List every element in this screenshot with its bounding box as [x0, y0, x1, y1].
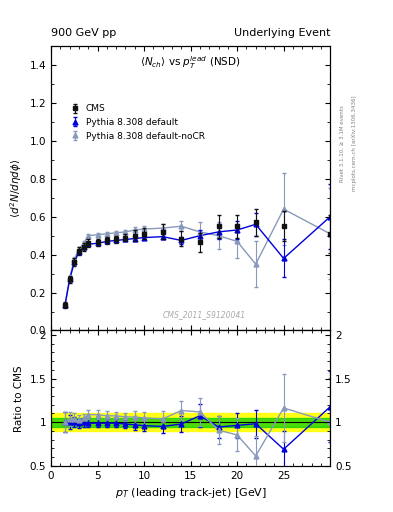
Y-axis label: $\langle d^{2} N/d\eta d\phi \rangle$: $\langle d^{2} N/d\eta d\phi \rangle$: [8, 159, 24, 218]
X-axis label: $p_T$ (leading track-jet) [GeV]: $p_T$ (leading track-jet) [GeV]: [115, 486, 266, 500]
Text: mcplots.cern.ch [arXiv:1306.3436]: mcplots.cern.ch [arXiv:1306.3436]: [352, 96, 357, 191]
Legend: CMS, Pythia 8.308 default, Pythia 8.308 default-noCR: CMS, Pythia 8.308 default, Pythia 8.308 …: [64, 102, 208, 143]
Y-axis label: Ratio to CMS: Ratio to CMS: [14, 365, 24, 432]
Text: CMS_2011_S9120041: CMS_2011_S9120041: [163, 310, 246, 319]
Text: Rivet 3.1.10, ≥ 3.1M events: Rivet 3.1.10, ≥ 3.1M events: [340, 105, 345, 182]
Text: Underlying Event: Underlying Event: [233, 28, 330, 38]
Text: $\langle N_{ch}\rangle$ vs $p_T^{lead}$ (NSD): $\langle N_{ch}\rangle$ vs $p_T^{lead}$ …: [140, 55, 241, 71]
Text: 900 GeV pp: 900 GeV pp: [51, 28, 116, 38]
